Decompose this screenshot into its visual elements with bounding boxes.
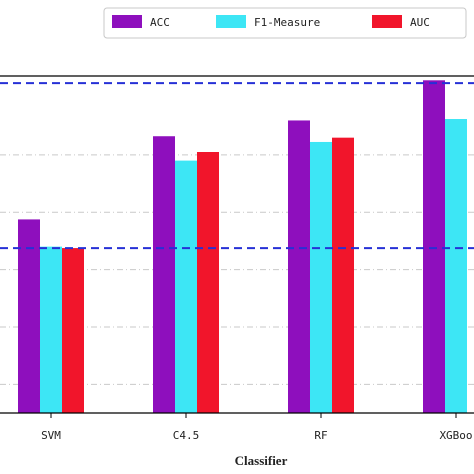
legend-label-1: F1-Measure xyxy=(254,16,320,29)
bar-auc-2 xyxy=(332,137,354,414)
bar-f1-measure-0 xyxy=(40,246,62,413)
bar-f1-measure-2 xyxy=(310,141,332,414)
legend-swatch-2 xyxy=(372,15,402,28)
bar-f1-measure-1 xyxy=(175,160,197,413)
bar-acc-0 xyxy=(18,219,40,413)
x-tick-labels: SVM C4.5 RF XGBoo xyxy=(41,413,473,442)
x-tick-label-0: SVM xyxy=(41,429,61,442)
x-axis-title: Classifier xyxy=(235,453,288,468)
bars xyxy=(18,80,467,414)
bar-auc-1 xyxy=(197,152,219,413)
legend-swatch-1 xyxy=(216,15,246,28)
legend-label-2: AUC xyxy=(410,16,430,29)
bar-auc-0 xyxy=(62,248,84,413)
bar-acc-2 xyxy=(288,120,310,413)
x-tick-label-3: XGBoo xyxy=(439,429,472,442)
x-tick-label-2: RF xyxy=(314,429,327,442)
bar-acc-1 xyxy=(153,136,175,413)
legend-label-0: ACC xyxy=(150,16,170,29)
legend-items: ACC F1-Measure AUC xyxy=(112,15,430,29)
x-tick-label-1: C4.5 xyxy=(173,429,200,442)
bar-acc-3 xyxy=(423,80,445,413)
bar-f1-measure-3 xyxy=(445,119,467,414)
legend: ACC F1-Measure AUC xyxy=(103,7,467,39)
legend-swatch-0 xyxy=(112,15,142,28)
reference-lines xyxy=(0,82,474,250)
